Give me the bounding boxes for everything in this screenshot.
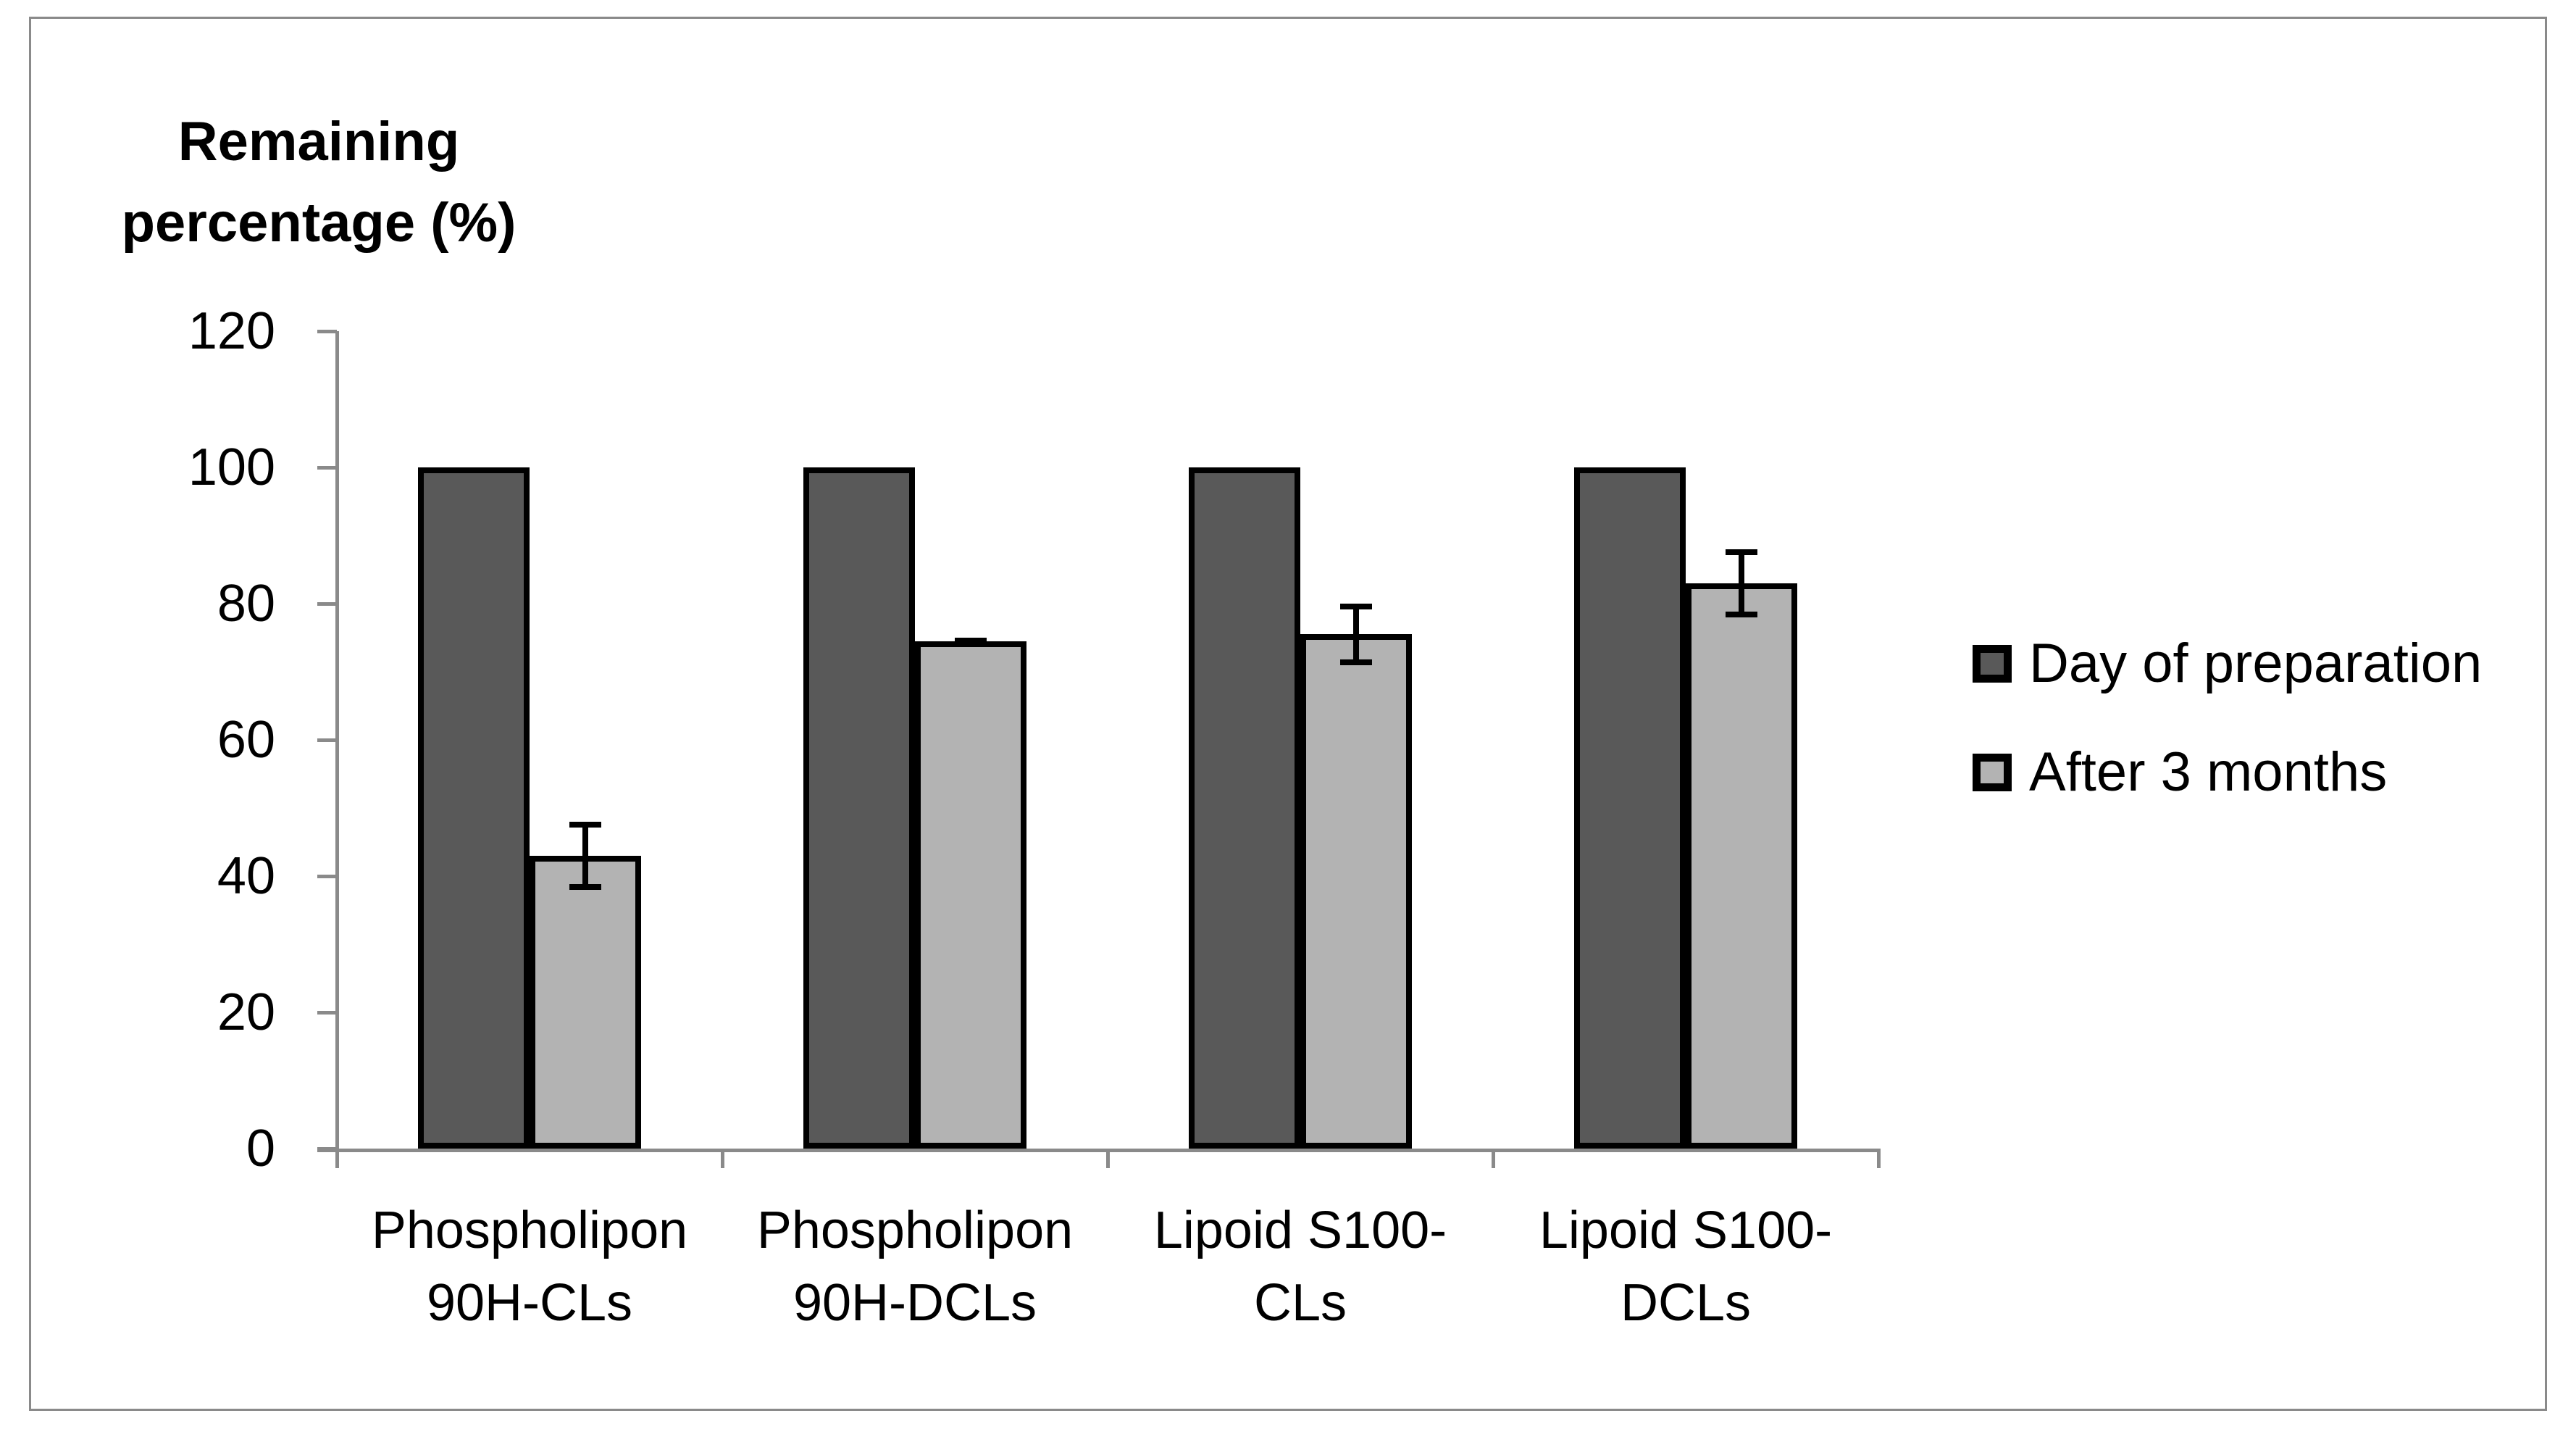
y-axis-tick-mark bbox=[317, 330, 337, 333]
x-axis-tick-mark bbox=[1492, 1149, 1495, 1168]
x-axis-tick-mark bbox=[1877, 1149, 1881, 1168]
y-axis-line bbox=[335, 331, 339, 1168]
bar-after-3-months-0 bbox=[530, 855, 641, 1149]
error-bar-line-3 bbox=[1739, 549, 1744, 617]
legend-label-day-of-preparation: Day of preparation bbox=[2029, 633, 2483, 694]
y-axis-tick-mark bbox=[317, 1011, 337, 1015]
error-bar-cap-bottom-3 bbox=[1726, 611, 1757, 617]
y-axis-tick-mark bbox=[317, 738, 337, 742]
y-axis-tick-label: 0 bbox=[246, 1120, 275, 1178]
y-axis-tick-mark bbox=[317, 875, 337, 878]
error-bar-cap-bottom-1 bbox=[955, 638, 987, 645]
y-axis-tick-label: 120 bbox=[188, 302, 275, 360]
x-axis-tick-mark bbox=[721, 1149, 724, 1168]
bar-day-of-preparation-2 bbox=[1189, 467, 1300, 1149]
x-axis-category-label-0: Phospholipon 90H-CLs bbox=[337, 1194, 722, 1339]
bar-day-of-preparation-1 bbox=[803, 467, 915, 1149]
error-bar-cap-top-3 bbox=[1726, 549, 1757, 555]
error-bar-cap-bottom-0 bbox=[569, 883, 601, 890]
legend-swatch-light-icon bbox=[1973, 754, 2012, 791]
legend-item-after-3-months: After 3 months bbox=[1973, 745, 2482, 800]
y-axis-tick-mark bbox=[317, 602, 337, 606]
error-bar-cap-bottom-2 bbox=[1340, 659, 1372, 665]
y-axis-tick-label: 20 bbox=[217, 983, 275, 1041]
y-axis-tick-label: 100 bbox=[188, 438, 275, 496]
bar-after-3-months-1 bbox=[915, 641, 1026, 1149]
x-axis-category-label-1: Phospholipon 90H-DCLs bbox=[722, 1194, 1108, 1339]
y-axis-tick-label: 60 bbox=[217, 711, 275, 769]
y-axis-tick-label: 40 bbox=[217, 847, 275, 905]
x-axis-category-label-line: Lipoid S100- bbox=[1539, 1201, 1833, 1259]
bar-after-3-months-3 bbox=[1686, 583, 1797, 1149]
legend-item-day-of-preparation: Day of preparation bbox=[1973, 636, 2482, 691]
x-axis-category-label-2: Lipoid S100-CLs bbox=[1108, 1194, 1493, 1339]
bar-after-3-months-2 bbox=[1300, 634, 1412, 1149]
bar-day-of-preparation-0 bbox=[418, 467, 530, 1149]
y-axis-tick-label: 80 bbox=[217, 575, 275, 633]
legend: Day of preparation After 3 months bbox=[1973, 636, 2482, 854]
legend-label-after-3-months: After 3 months bbox=[2029, 741, 2388, 803]
bar-day-of-preparation-3 bbox=[1574, 467, 1686, 1149]
error-bar-line-0 bbox=[582, 821, 588, 890]
x-axis-category-label-line: 90H-DCLs bbox=[793, 1274, 1037, 1332]
x-axis-category-label-line: DCLs bbox=[1620, 1274, 1752, 1332]
legend-swatch-dark-icon bbox=[1973, 645, 2012, 683]
y-axis-tick-mark bbox=[317, 466, 337, 470]
x-axis-category-label-line: Phospholipon bbox=[756, 1201, 1074, 1259]
x-axis-category-label-line: Lipoid S100-CLs bbox=[1153, 1201, 1447, 1332]
x-axis-tick-mark bbox=[1106, 1149, 1110, 1168]
chart-title: Remaining percentage (%) bbox=[121, 111, 517, 254]
error-bar-line-2 bbox=[1353, 604, 1359, 665]
error-bar-cap-top-2 bbox=[1340, 604, 1372, 609]
x-axis-category-label-3: Lipoid S100- DCLs bbox=[1493, 1194, 1878, 1339]
x-axis-category-label-line: 90H-CLs bbox=[426, 1274, 633, 1332]
x-axis-line bbox=[317, 1149, 1881, 1152]
x-axis-category-label-line: Phospholipon bbox=[371, 1201, 688, 1259]
chart-frame-border bbox=[29, 17, 2547, 1411]
error-bar-cap-top-0 bbox=[569, 821, 601, 828]
